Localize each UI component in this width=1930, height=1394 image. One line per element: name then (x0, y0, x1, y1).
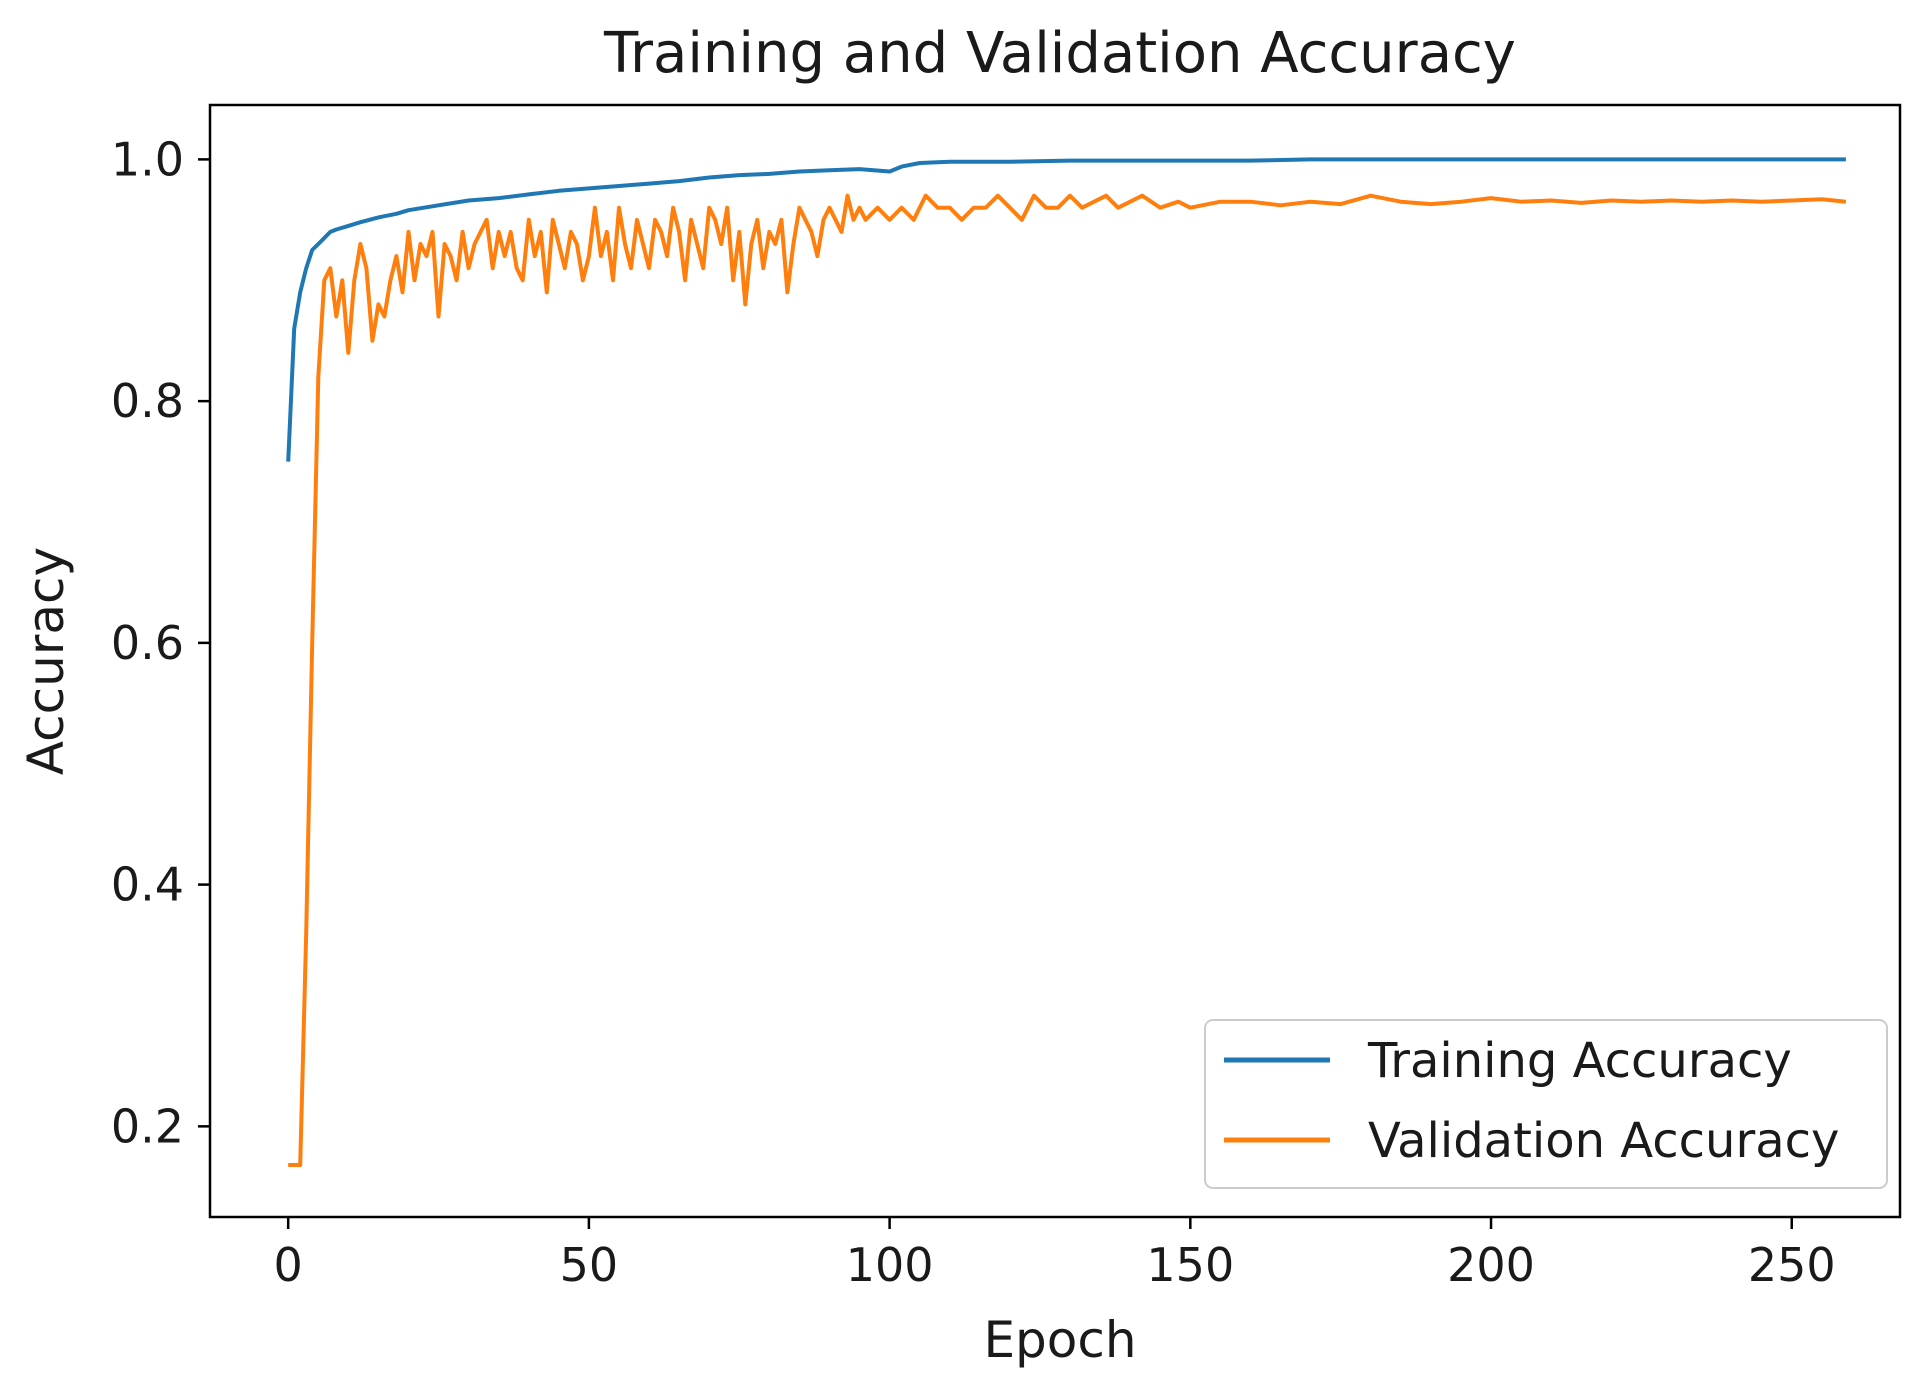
legend-label-validation: Validation Accuracy (1368, 1113, 1839, 1169)
x-tick-label: 150 (1146, 1238, 1234, 1292)
legend-label-training: Training Accuracy (1367, 1033, 1792, 1089)
y-tick-label: 0.8 (111, 374, 184, 428)
y-axis-label: Accuracy (17, 547, 75, 775)
plot-frame (208, 103, 1902, 1219)
x-tick-label: 200 (1447, 1238, 1535, 1292)
legend: Training Accuracy Validation Accuracy (1204, 1019, 1888, 1189)
x-tick-label: 0 (274, 1238, 303, 1292)
chart-title: Training and Validation Accuracy (603, 21, 1516, 86)
y-tick-label: 0.4 (111, 858, 184, 912)
training-accuracy-line (286, 157, 1846, 462)
x-tick-label: 50 (560, 1238, 619, 1292)
series-layer (286, 157, 1847, 1167)
legend-box (1204, 1019, 1888, 1189)
x-tick-label: 250 (1748, 1238, 1836, 1292)
x-axis-ticks: 0 50 100 150 200 250 (274, 1217, 1836, 1292)
y-axis-ticks: 0.2 0.4 0.6 0.8 1.0 (111, 132, 210, 1153)
x-tick-label: 100 (846, 1238, 934, 1292)
validation-accuracy-line (288, 193, 1847, 1167)
x-axis-label: Epoch (983, 1311, 1136, 1369)
y-tick-label: 0.6 (111, 616, 184, 670)
y-tick-label: 1.0 (111, 132, 184, 186)
y-tick-label: 0.2 (111, 1099, 184, 1153)
